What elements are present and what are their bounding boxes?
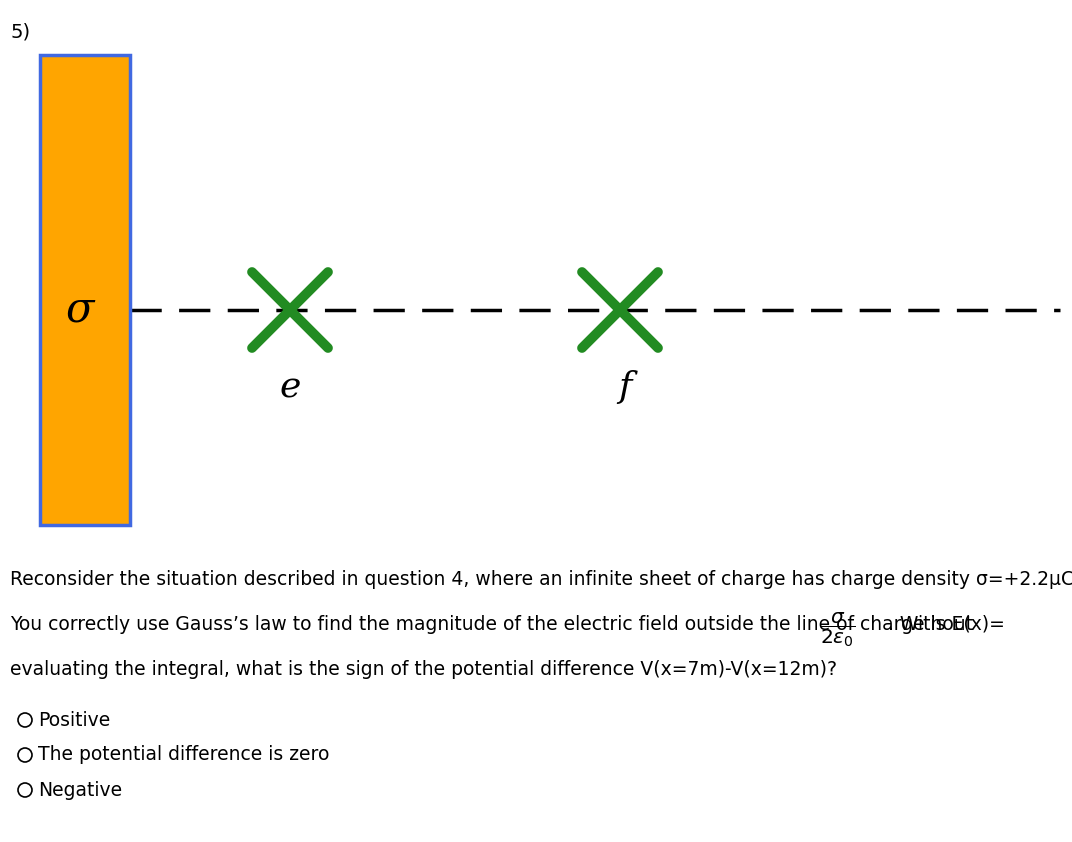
Text: σ: σ: [66, 289, 94, 331]
Bar: [40, 55, 130, 525]
Text: $\dfrac{\sigma}{2\varepsilon_0}$: $\dfrac{\sigma}{2\varepsilon_0}$: [820, 610, 855, 648]
Text: You correctly use Gauss’s law to find the magnitude of the electric field outsid: You correctly use Gauss’s law to find th…: [10, 615, 1004, 634]
Text: e: e: [280, 370, 300, 404]
Text: . Without: . Without: [888, 615, 973, 634]
Text: f: f: [619, 370, 631, 404]
Text: Reconsider the situation described in question 4, where an infinite sheet of cha: Reconsider the situation described in qu…: [10, 570, 1072, 589]
Text: Positive: Positive: [38, 711, 110, 729]
Text: Negative: Negative: [38, 781, 122, 800]
Text: 5): 5): [10, 22, 30, 41]
Text: The potential difference is zero: The potential difference is zero: [38, 745, 329, 765]
Text: evaluating the integral, what is the sign of the potential difference V(x=7m)-V(: evaluating the integral, what is the sig…: [10, 660, 837, 679]
